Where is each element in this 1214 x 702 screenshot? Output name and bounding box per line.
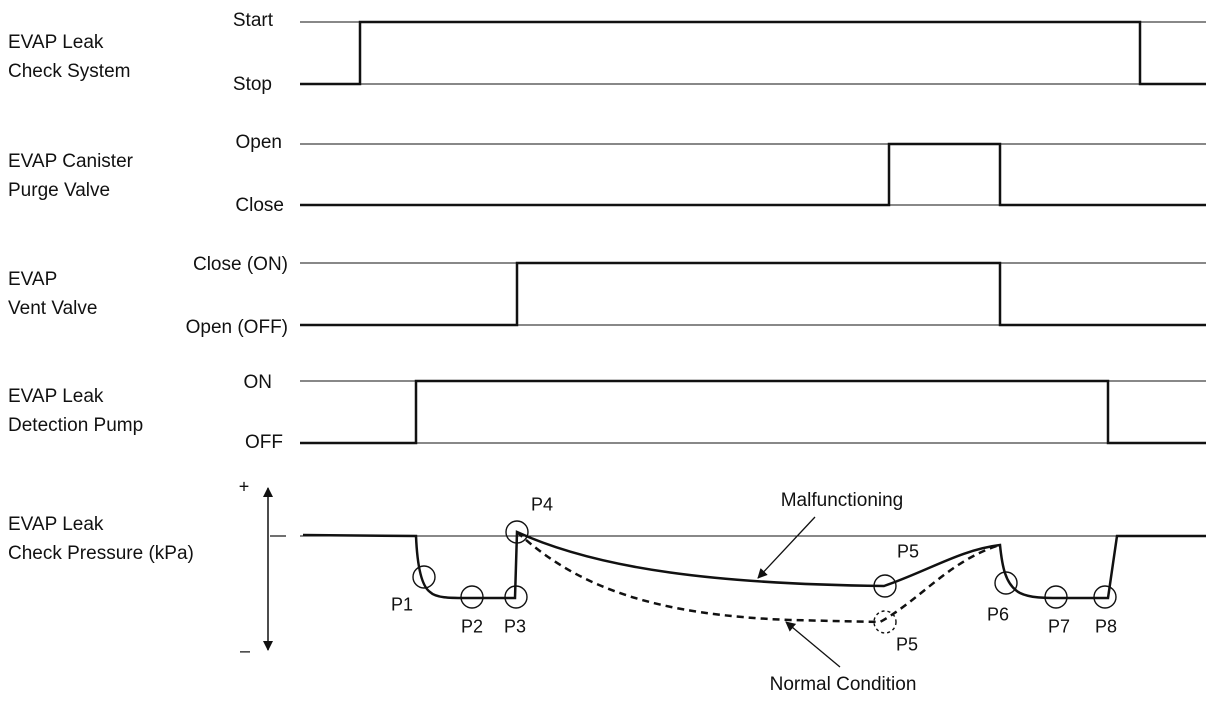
waveform-leak-check-system	[300, 20, 1206, 86]
pressure-curve-normal	[516, 531, 1001, 624]
row-label-leak-detection-pump: EVAP Leak Detection Pump	[8, 382, 143, 440]
waveform-leak-detection-pump	[300, 379, 1206, 445]
point-label-p8: P8	[1094, 616, 1118, 637]
pressure-plus-sign: +	[238, 476, 250, 497]
annotation-normal-condition: Normal Condition	[769, 674, 917, 695]
signal-vent-valve	[300, 261, 1206, 327]
arrow-malfunctioning	[757, 516, 816, 579]
signal-check-pressure	[263, 487, 1206, 668]
point-marker-p5-malfunction	[873, 574, 897, 598]
annotation-malfunctioning: Malfunctioning	[780, 490, 904, 511]
row-label-line: EVAP Leak	[8, 32, 104, 53]
row-label-line: Check Pressure (kPa)	[8, 543, 194, 564]
row-label-line: EVAP Leak	[8, 514, 104, 535]
signal-purge-valve	[300, 142, 1206, 207]
row-label-vent-valve: EVAP Vent Valve	[8, 265, 97, 323]
point-label-p5-malfunction: P5	[896, 541, 920, 562]
pressure-minus-sign: –	[239, 640, 251, 661]
point-marker-p4	[505, 520, 529, 544]
waveform-purge-valve	[300, 142, 1206, 207]
point-marker-p2	[460, 585, 484, 609]
point-label-p1: P1	[390, 594, 414, 615]
point-marker-p1	[412, 565, 436, 589]
point-label-p4: P4	[530, 494, 554, 515]
arrow-normal-condition	[785, 621, 841, 668]
row-label-line: Purge Valve	[8, 180, 111, 201]
point-label-p3: P3	[503, 616, 527, 637]
point-marker-p3	[504, 585, 528, 609]
row-label-purge-valve: EVAP Canister Purge Valve	[8, 147, 133, 205]
point-marker-p7	[1044, 585, 1068, 609]
point-label-p2: P2	[460, 616, 484, 637]
row-label-leak-check-system: EVAP Leak Check System	[8, 28, 130, 86]
point-label-p6: P6	[986, 604, 1010, 625]
point-label-p7: P7	[1047, 616, 1071, 637]
row-label-line: Vent Valve	[8, 298, 98, 319]
point-marker-p5-normal	[873, 610, 897, 634]
point-label-p5-normal: P5	[895, 634, 919, 655]
signal-leak-check-system	[300, 20, 1206, 86]
pressure-curve-malfunctioning	[302, 530, 1206, 600]
row-label-line: Check System	[8, 61, 131, 82]
row-label-line: Detection Pump	[8, 415, 144, 436]
point-marker-p6	[994, 571, 1018, 595]
signal-leak-detection-pump	[300, 379, 1206, 445]
row-label-line: EVAP Canister	[8, 151, 133, 172]
row-label-check-pressure: EVAP Leak Check Pressure (kPa)	[8, 510, 194, 568]
row-label-line: EVAP	[8, 269, 58, 290]
point-marker-p8	[1093, 585, 1117, 609]
row-label-line: EVAP Leak	[8, 386, 104, 407]
waveform-vent-valve	[300, 261, 1206, 327]
